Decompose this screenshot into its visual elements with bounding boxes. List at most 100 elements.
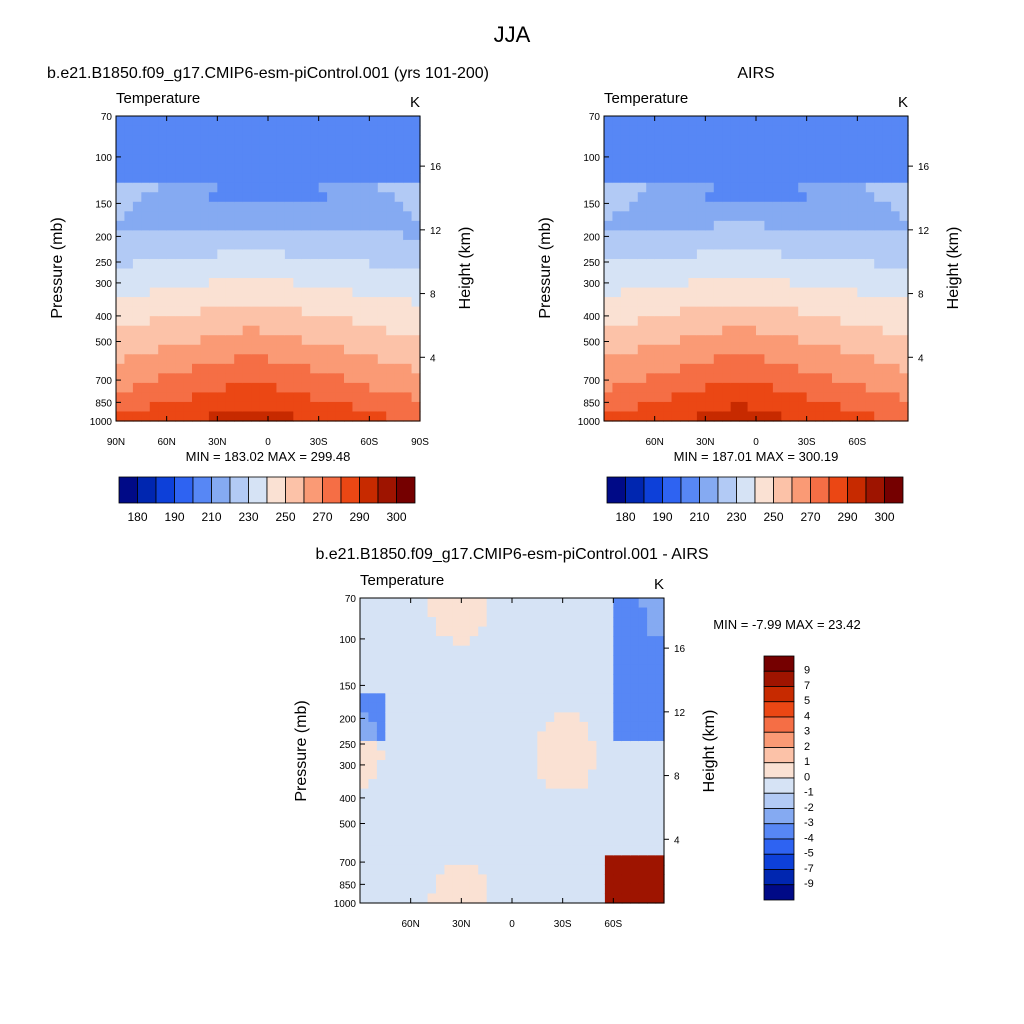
panel1-title: b.e21.B1850.f09_g17.CMIP6-esm-piControl.… (47, 65, 489, 82)
field-cell (344, 297, 354, 308)
field-cell (823, 173, 833, 184)
field-cell (596, 655, 606, 666)
field-cell (832, 211, 842, 222)
field-cell (268, 125, 278, 136)
field-cell (352, 335, 362, 346)
field-cell (545, 779, 555, 790)
field-cell (259, 268, 269, 279)
field-cell (680, 297, 690, 308)
y-tick-label: 100 (583, 153, 600, 164)
field-cell (671, 249, 681, 260)
field-cell (158, 201, 168, 212)
field-cell (705, 182, 715, 193)
field-cell (512, 760, 522, 771)
colorbar-swatch (643, 476, 663, 504)
field-cell (730, 363, 740, 374)
field-cell (545, 893, 555, 904)
field-cell (798, 211, 808, 222)
field-cell (857, 363, 867, 374)
field-cell (301, 211, 311, 222)
field-cell (402, 702, 412, 713)
field-cell (730, 230, 740, 241)
field-cell (512, 626, 522, 637)
field-cell (781, 182, 791, 193)
field-cell (798, 173, 808, 184)
field-cell (520, 712, 530, 723)
field-cell (403, 249, 413, 260)
field-cell (637, 163, 647, 174)
field-cell (327, 373, 337, 384)
field-cell (537, 702, 547, 713)
field-cell (630, 807, 640, 818)
field-cell (293, 392, 303, 403)
field-cell (158, 287, 168, 298)
field-cell (705, 411, 715, 422)
field-cell (225, 278, 235, 289)
field-cell (251, 220, 261, 231)
field-cell (874, 182, 884, 193)
field-cell (344, 335, 354, 346)
field-cell (259, 182, 269, 193)
field-cell (503, 645, 513, 656)
field-cell (655, 655, 665, 666)
field-cell (259, 287, 269, 298)
field-cell (132, 344, 142, 355)
field-cell (124, 258, 134, 270)
field-cell (124, 354, 134, 365)
field-cell (528, 769, 538, 780)
field-cell (612, 401, 622, 413)
field-cell (393, 855, 403, 866)
field-cell (461, 617, 471, 628)
field-cell (386, 354, 396, 365)
colorbar-swatch (699, 476, 719, 504)
field-cell (528, 855, 538, 866)
field-cell (832, 192, 842, 203)
field-cell (588, 674, 598, 685)
field-cell (116, 373, 126, 384)
field-cell (857, 382, 867, 394)
field-cell (234, 392, 244, 403)
field-cell (713, 182, 723, 193)
field-cell (579, 607, 589, 618)
field-cell (520, 779, 530, 790)
field-cell (654, 220, 664, 231)
field-cell (141, 249, 151, 260)
field-cell (259, 382, 269, 394)
y-tick-label: 400 (95, 312, 112, 323)
field-cell (217, 163, 227, 174)
field-cell (217, 154, 227, 165)
field-cell (604, 760, 614, 771)
field-cell (705, 344, 715, 355)
field-cell (747, 316, 757, 327)
field-cell (410, 855, 420, 866)
field-cell (436, 607, 446, 618)
field-cell (369, 220, 379, 231)
field-cell (722, 249, 732, 260)
field-cell (318, 220, 328, 231)
field-cell (891, 297, 901, 308)
field-cell (503, 893, 513, 904)
field-cell (132, 258, 142, 270)
field-cell (183, 144, 193, 155)
field-cell (671, 154, 681, 165)
field-cell (604, 826, 614, 837)
field-cell (655, 721, 665, 733)
field-cell (410, 683, 420, 694)
field-cell (310, 154, 320, 165)
field-cell (789, 297, 799, 308)
field-cell (696, 325, 706, 336)
field-cell (604, 297, 614, 308)
field-cell (132, 135, 142, 146)
field-cell (638, 731, 648, 742)
field-cell (394, 258, 404, 270)
field-cell (520, 864, 530, 876)
field-cell (310, 173, 320, 184)
y-tick-label: 400 (583, 312, 600, 323)
field-cell (344, 220, 354, 231)
field-cell (495, 760, 505, 771)
field-cell (369, 201, 379, 212)
field-cell (310, 278, 320, 289)
field-cell (158, 344, 168, 355)
field-cell (402, 893, 412, 904)
field-cell (259, 344, 269, 355)
